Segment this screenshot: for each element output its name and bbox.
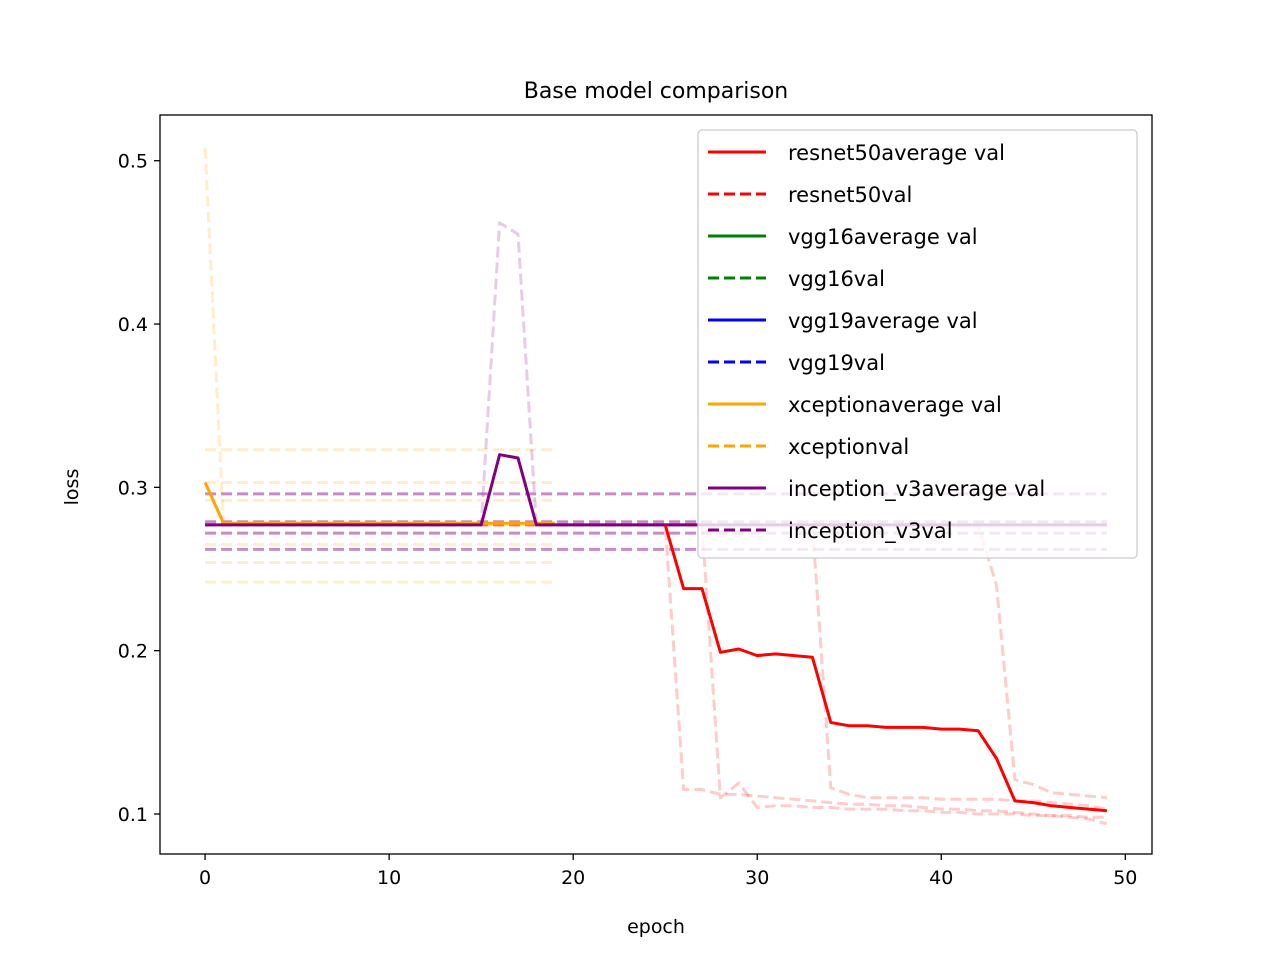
x-tick-label: 30 bbox=[745, 867, 769, 889]
legend-label: xceptionval bbox=[788, 435, 909, 459]
x-tick-label: 0 bbox=[199, 867, 211, 889]
x-axis-label: epoch bbox=[627, 916, 685, 938]
legend-label: vgg19val bbox=[788, 351, 885, 375]
y-axis-label: loss bbox=[61, 469, 83, 506]
y-tick-label: 0.2 bbox=[118, 641, 148, 663]
legend-label: vgg16val bbox=[788, 267, 885, 291]
y-tick-label: 0.3 bbox=[118, 477, 148, 499]
x-tick-label: 40 bbox=[929, 867, 953, 889]
series-line-18 bbox=[663, 524, 1108, 813]
x-tick-label: 50 bbox=[1113, 867, 1137, 889]
x-tick-label: 10 bbox=[377, 867, 401, 889]
y-tick-label: 0.4 bbox=[118, 314, 148, 336]
x-axis: 0 10 20 30 40 50 bbox=[199, 854, 1137, 889]
y-tick-label: 0.1 bbox=[118, 804, 148, 826]
x-tick-label: 20 bbox=[561, 867, 585, 889]
legend-label: vgg19average val bbox=[788, 309, 978, 333]
legend-label: inception_v3average val bbox=[788, 477, 1045, 502]
y-axis: 0.1 0.2 0.3 0.4 0.5 bbox=[118, 151, 160, 826]
legend-label: xceptionaverage val bbox=[788, 393, 1002, 417]
legend-label: vgg16average val bbox=[788, 225, 978, 249]
legend-label: resnet50average val bbox=[788, 141, 1005, 165]
legend-label: inception_v3val bbox=[788, 519, 953, 544]
series-line-16 bbox=[203, 481, 555, 525]
legend: resnet50average val resnet50val vgg16avera… bbox=[697, 129, 1138, 559]
legend-box bbox=[697, 129, 1138, 559]
y-tick-label: 0.5 bbox=[118, 151, 148, 173]
series-layer bbox=[203, 147, 1108, 826]
legend-label: resnet50val bbox=[788, 183, 912, 207]
chart-title: Base model comparison bbox=[524, 79, 789, 104]
plot-frame bbox=[159, 114, 1153, 855]
